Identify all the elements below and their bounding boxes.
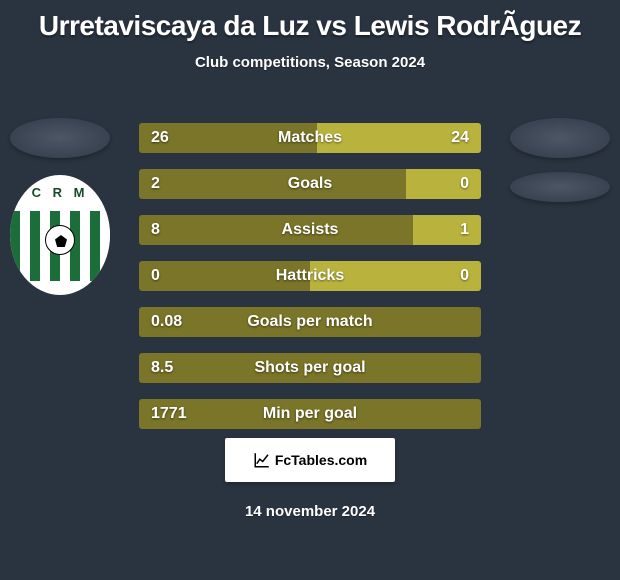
page-title: Urretaviscaya da Luz vs Lewis RodrÃ­guez — [0, 0, 620, 42]
bar-right-segment — [406, 169, 481, 199]
bar-right-segment — [317, 123, 481, 153]
date-label: 14 november 2024 — [0, 503, 620, 520]
bar-left-segment — [139, 307, 481, 337]
crest-letters: C R M — [10, 185, 110, 200]
subtitle: Club competitions, Season 2024 — [0, 54, 620, 71]
bar-row: Assists81 — [139, 215, 481, 245]
bar-row: Min per goal1771 — [139, 399, 481, 429]
player2-club-badge-placeholder — [510, 172, 610, 202]
bar-row: Matches2624 — [139, 123, 481, 153]
player2-badge-placeholder — [510, 118, 610, 158]
player1-club-crest: C R M — [10, 175, 110, 295]
bar-left-segment — [139, 215, 413, 245]
bar-row: Shots per goal8.5 — [139, 353, 481, 383]
fctables-chart-icon — [253, 451, 271, 469]
bar-row: Goals20 — [139, 169, 481, 199]
bar-left-segment — [139, 353, 481, 383]
bar-row: Hattricks00 — [139, 261, 481, 291]
bar-left-segment — [139, 123, 317, 153]
bar-right-segment — [310, 261, 481, 291]
comparison-bars: Matches2624 Goals20 Assists81 Hattricks00 Go… — [139, 123, 481, 445]
bar-left-segment — [139, 261, 310, 291]
fctables-logo-text: FcTables.com — [275, 452, 367, 468]
player1-badge-placeholder — [10, 118, 110, 158]
fctables-logo[interactable]: FcTables.com — [225, 438, 395, 482]
crest-ball-icon — [45, 225, 75, 255]
bar-left-segment — [139, 169, 406, 199]
bar-left-segment — [139, 399, 481, 429]
bar-right-segment — [413, 215, 481, 245]
bar-row: Goals per match0.08 — [139, 307, 481, 337]
